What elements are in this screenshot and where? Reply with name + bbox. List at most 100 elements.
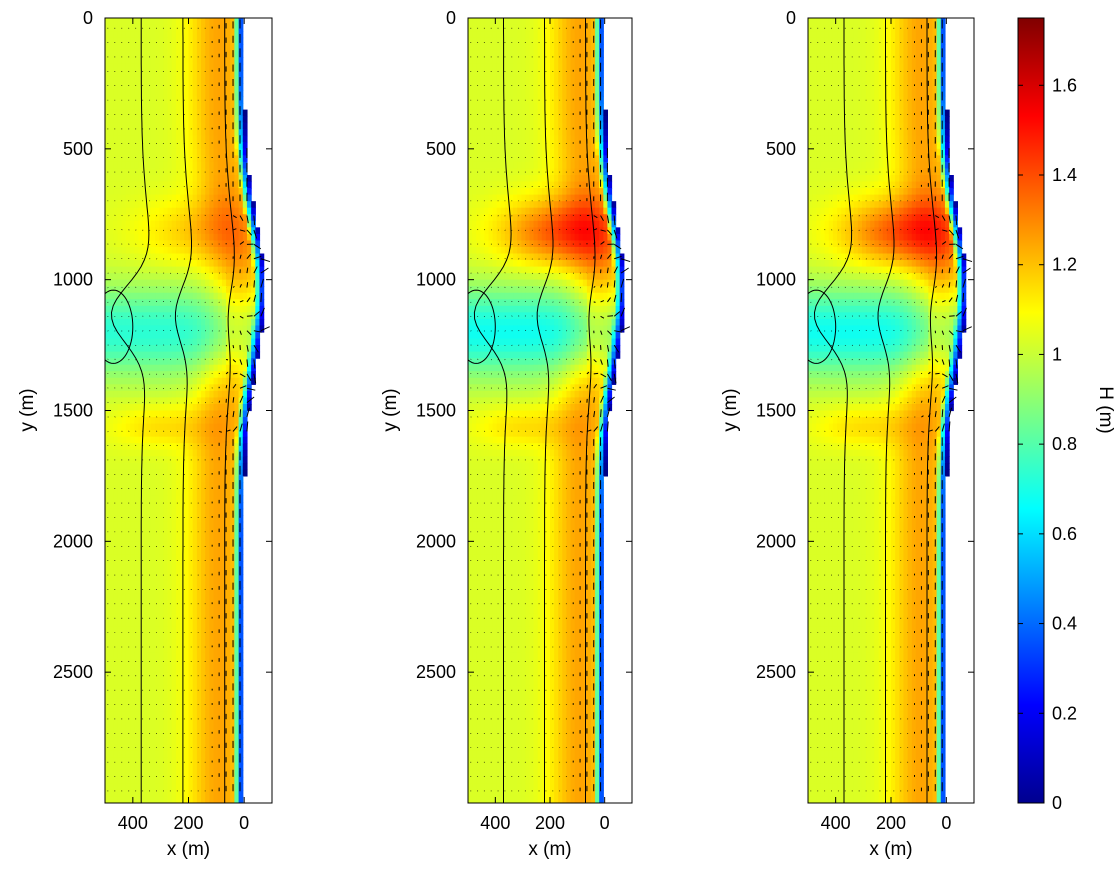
current-vector: [934, 426, 940, 432]
current-vector: [606, 359, 609, 367]
current-vector: [941, 409, 944, 418]
current-vector: [927, 385, 930, 389]
shoal-contour: [105, 289, 134, 364]
current-vector: [948, 229, 955, 236]
current-vector: [928, 371, 931, 375]
depth-contour: [877, 18, 895, 803]
current-vector: [935, 228, 939, 231]
current-vector: [232, 316, 235, 319]
current-vector: [934, 411, 937, 418]
y-tick-label: 2000: [756, 531, 796, 551]
current-vector: [934, 271, 937, 274]
current-vector: [613, 311, 621, 317]
current-vector: [941, 395, 946, 403]
x-tick-label: 200: [535, 813, 565, 833]
current-vector: [921, 430, 925, 433]
x-tick-label: 400: [821, 813, 851, 833]
current-vector: [239, 423, 243, 432]
current-vector: [246, 359, 249, 367]
current-vector: [607, 253, 612, 260]
current-vector: [232, 241, 235, 245]
current-vector: [600, 423, 604, 432]
current-vector: [606, 344, 610, 352]
current-vector: [246, 344, 249, 352]
current-vector: [614, 255, 622, 260]
current-vector: [962, 326, 972, 332]
depth-contour: [174, 18, 192, 803]
current-vector: [239, 229, 246, 232]
current-vector: [948, 215, 951, 224]
current-vector: [948, 407, 953, 418]
y-tick-label: 500: [766, 139, 796, 159]
current-vector: [955, 294, 959, 303]
wave-height-field: [105, 18, 272, 803]
current-vector: [239, 241, 245, 245]
y-tick-label: 1500: [756, 401, 796, 421]
current-vector: [593, 383, 598, 389]
current-vector: [962, 278, 966, 288]
current-vector: [934, 397, 937, 403]
current-vector: [613, 215, 616, 226]
current-vector: [600, 254, 603, 259]
current-vector: [232, 286, 235, 288]
current-vector: [260, 278, 264, 288]
current-vector: [232, 271, 235, 274]
current-vector: [606, 297, 611, 303]
current-vector: [593, 271, 595, 274]
current-vector: [606, 267, 609, 274]
current-vector: [593, 397, 595, 403]
current-vector: [593, 344, 595, 349]
current-vector: [934, 241, 937, 245]
current-vector: [246, 387, 256, 391]
depth-contour: [224, 18, 235, 803]
current-vector: [246, 396, 255, 404]
current-vector: [927, 228, 930, 231]
current-vector: [253, 294, 257, 303]
current-vector: [232, 215, 237, 219]
current-vector: [606, 282, 609, 288]
current-vector: [600, 395, 605, 403]
current-vector: [579, 430, 583, 433]
y-tick-label: 500: [426, 139, 456, 159]
current-vector: [232, 228, 237, 231]
current-vector: [941, 359, 945, 365]
current-vector: [955, 229, 960, 239]
current-vector: [600, 359, 603, 365]
current-vector: [941, 215, 946, 222]
current-vector: [253, 373, 257, 384]
x-tick-label: 400: [118, 813, 148, 833]
current-vector: [586, 385, 589, 389]
colorbar-tick-label: 0: [1052, 793, 1062, 813]
current-vector: [613, 373, 617, 384]
colorbar-label: H (m): [1095, 386, 1115, 433]
current-vector: [218, 400, 221, 403]
current-vector: [606, 215, 610, 224]
depth-contours: [105, 18, 235, 803]
x-tick-label: 400: [480, 813, 510, 833]
current-vector: [246, 297, 251, 303]
x-axis-label: x (m): [869, 839, 912, 860]
current-vector: [620, 278, 625, 288]
current-vector: [962, 292, 965, 302]
depth-contour: [585, 18, 596, 803]
current-vector: [948, 359, 951, 367]
current-vector: [600, 215, 604, 222]
current-vector: [955, 243, 964, 250]
y-tick-label: 1000: [416, 270, 456, 290]
current-vector: [593, 286, 596, 288]
current-vector: [586, 344, 589, 347]
current-vector: [239, 254, 242, 259]
current-vector: [600, 284, 603, 288]
colorbar-tick-label: 1.2: [1052, 255, 1077, 275]
current-vector: [225, 413, 229, 418]
current-vector: [948, 387, 958, 391]
current-vector: [962, 258, 973, 263]
current-vector: [600, 330, 603, 335]
current-vector: [948, 330, 954, 336]
x-axis-label: x (m): [528, 839, 571, 860]
current-vector: [260, 258, 271, 263]
y-tick-label: 2500: [756, 662, 796, 682]
